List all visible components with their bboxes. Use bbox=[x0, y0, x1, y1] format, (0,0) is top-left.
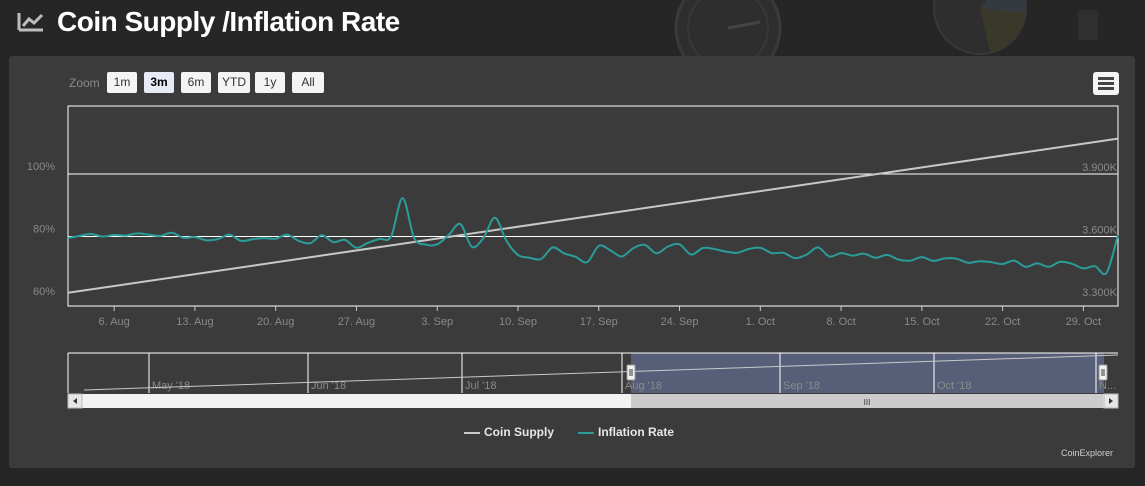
legend-line-icon bbox=[578, 432, 594, 434]
navigator[interactable]: May '18 Jun '18 Jul '18 Aug '18 Sep '18 Oct '… bbox=[0, 345, 1145, 415]
zoom-6m-button[interactable]: 6m bbox=[181, 72, 211, 93]
y-axis-right-tick-label: 3.900K bbox=[1082, 162, 1118, 174]
navigator-month-label: Jul '18 bbox=[465, 380, 496, 392]
y-axis-left-tick-label: 60% bbox=[33, 286, 55, 298]
x-axis-tick-label: 29. Oct bbox=[1066, 316, 1101, 328]
navigator-month-label: N... bbox=[1099, 380, 1116, 392]
chart-credit[interactable]: CoinExplorer bbox=[1061, 448, 1114, 458]
x-axis-tick-label: 10. Sep bbox=[499, 316, 537, 328]
legend-label: Inflation Rate bbox=[598, 425, 675, 439]
background-decoration bbox=[674, 0, 1098, 60]
zoom-1y-button[interactable]: 1y bbox=[255, 72, 285, 93]
page-title: Coin Supply /Inflation Rate bbox=[57, 6, 400, 37]
zoom-1m-button[interactable]: 1m bbox=[107, 72, 137, 93]
navigator-month-label: Jun '18 bbox=[311, 380, 346, 392]
navigator-handle-right[interactable] bbox=[1098, 364, 1108, 381]
inflation-rate-line bbox=[67, 197, 1119, 276]
scrollbar-thumb[interactable] bbox=[631, 394, 1103, 408]
x-axis-tick-label: 3. Sep bbox=[421, 316, 453, 328]
x-axis-tick-label: 22. Oct bbox=[985, 316, 1020, 328]
scrollbar-grip: III bbox=[864, 398, 871, 407]
x-axis-tick-label: 1. Oct bbox=[746, 316, 775, 328]
zoom-all-button[interactable]: All bbox=[292, 72, 324, 93]
x-axis-tick-label: 24. Sep bbox=[661, 316, 699, 328]
navigator-month-label: Aug '18 bbox=[625, 380, 662, 392]
navigator-series-line bbox=[83, 354, 1119, 391]
zoom-3m-button[interactable]: 3m bbox=[144, 72, 174, 93]
navigator-month-label: Sep '18 bbox=[783, 380, 820, 392]
scroll-right-arrow-icon bbox=[1109, 398, 1113, 404]
hamburger-icon bbox=[1098, 77, 1114, 80]
x-axis-tick-label: 15. Oct bbox=[904, 316, 939, 328]
y-axis-right-tick-label: 3.600K bbox=[1082, 225, 1118, 237]
zoom-ytd-button[interactable]: YTD bbox=[218, 72, 250, 93]
page-header: Coin Supply /Inflation Rate bbox=[0, 0, 1145, 52]
line-chart-icon bbox=[17, 13, 44, 32]
x-axis-tick-label: 20. Aug bbox=[257, 316, 294, 328]
zoom-label: Zoom bbox=[69, 76, 100, 90]
navigator-month-label: Oct '18 bbox=[937, 380, 972, 392]
x-axis-tick-label: 8. Oct bbox=[826, 316, 855, 328]
chart-legend: Coin Supply Inflation Rate bbox=[0, 424, 1145, 442]
navigator-mask bbox=[631, 353, 1104, 393]
coin-supply-line bbox=[67, 137, 1119, 294]
x-axis-tick-label: 27. Aug bbox=[338, 316, 375, 328]
y-axis-left-tick-label: 80% bbox=[33, 224, 55, 236]
x-axis-tick-label: 6. Aug bbox=[99, 316, 130, 328]
navigator-month-label: May '18 bbox=[152, 380, 190, 392]
plot-area bbox=[67, 105, 1119, 307]
y-axis-left-tick-label: 100% bbox=[27, 161, 55, 173]
navigator-handle-left[interactable] bbox=[626, 364, 636, 381]
main-chart[interactable]: 60% 80% 100% 3.300K 3.600K 3.900K 6. Aug 13. … bbox=[0, 0, 1145, 340]
y-axis-right-tick-label: 3.300K bbox=[1082, 287, 1118, 299]
legend-line-icon bbox=[464, 432, 480, 434]
x-axis-tick-label: 17. Sep bbox=[580, 316, 618, 328]
legend-label: Coin Supply bbox=[484, 425, 554, 439]
x-axis-tick-label: 13. Aug bbox=[176, 316, 213, 328]
chart-menu-button[interactable] bbox=[1093, 72, 1119, 95]
scroll-left-arrow-icon bbox=[73, 398, 77, 404]
